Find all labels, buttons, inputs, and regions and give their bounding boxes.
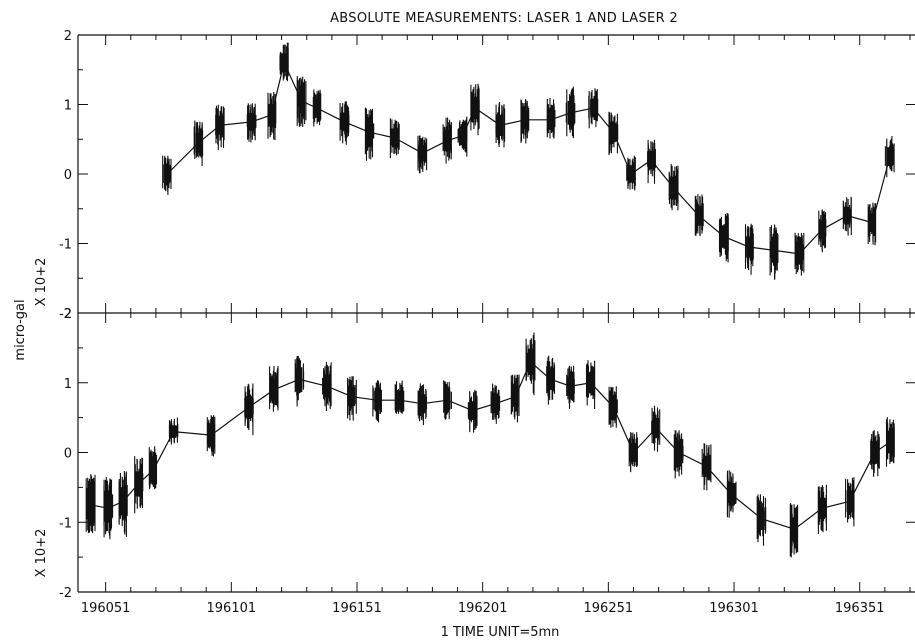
- data-point: [746, 236, 753, 258]
- data-point: [271, 378, 278, 401]
- x-tick-label: 196051: [81, 601, 131, 616]
- data-point: [567, 100, 574, 125]
- chart-title: ABSOLUTE MEASUREMENTS: LASER 1 AND LASER…: [330, 11, 678, 26]
- data-point: [444, 130, 451, 152]
- data-point: [281, 53, 288, 73]
- data-point: [630, 443, 637, 462]
- data-point: [472, 96, 479, 120]
- data-point: [522, 110, 529, 130]
- data-point: [217, 115, 224, 135]
- data-point: [396, 390, 403, 410]
- x-axis-label: 1 TIME UNIT=5mn: [441, 625, 560, 640]
- y-tick-label: -2: [59, 586, 72, 601]
- data-point: [819, 220, 825, 239]
- x-tick-label: 196251: [584, 601, 634, 616]
- data-point: [195, 132, 202, 153]
- data-point: [871, 441, 878, 464]
- x-tick-label: 196201: [458, 601, 508, 616]
- data-point: [590, 98, 597, 118]
- data-point: [135, 471, 142, 497]
- data-point: [886, 430, 893, 454]
- data-point: [791, 517, 798, 542]
- data-point: [653, 418, 660, 439]
- x-tick-label: 196301: [709, 601, 759, 616]
- data-point: [720, 225, 727, 248]
- data-point: [886, 147, 893, 167]
- data-point: [313, 98, 320, 118]
- data-point: [419, 145, 426, 162]
- y-tick-label: 1: [64, 377, 72, 392]
- data-point: [728, 483, 735, 506]
- data-point: [87, 487, 94, 523]
- data-point: [348, 387, 355, 407]
- data-point: [459, 126, 466, 146]
- data-point: [150, 458, 157, 481]
- panel-2: 2 1 0 -1 -2: [59, 307, 915, 601]
- y-tick-label: 2: [64, 307, 72, 322]
- data-point: [547, 109, 554, 130]
- data-point: [527, 348, 534, 376]
- panel-1: 2 1 0 -1 -2: [59, 29, 915, 322]
- data-point: [298, 89, 305, 113]
- data-point: [120, 487, 127, 516]
- data-point: [703, 455, 710, 478]
- data-point: [170, 425, 177, 438]
- data-point: [758, 507, 765, 531]
- y-tick-label: 0: [64, 447, 72, 462]
- data-point: [627, 165, 634, 183]
- data-point: [670, 176, 677, 200]
- data-point: [610, 122, 617, 142]
- data-point: [296, 367, 303, 391]
- data-point: [444, 390, 451, 410]
- data-point: [469, 401, 476, 421]
- data-point: [391, 128, 398, 148]
- data-point: [610, 397, 617, 417]
- data-point: [208, 425, 215, 445]
- data-point: [512, 386, 519, 407]
- data-point: [419, 394, 426, 414]
- data-point: [248, 113, 255, 131]
- data-point: [844, 206, 851, 225]
- data-point: [675, 442, 682, 463]
- data-point: [771, 238, 778, 263]
- y-tick-label: 1: [64, 99, 72, 114]
- data-point: [374, 390, 381, 410]
- data-point: [366, 121, 373, 144]
- y-tick-label: -1: [59, 516, 72, 531]
- data-point: [869, 213, 876, 233]
- y-tick-label: -2: [59, 307, 72, 322]
- data-point: [164, 165, 171, 183]
- data-point: [268, 104, 275, 126]
- y-tick-label: 2: [64, 29, 72, 44]
- bottom-panel-scale-label: X 10+2: [34, 529, 49, 578]
- data-point: [245, 396, 252, 419]
- series-line: [166, 60, 891, 255]
- data-point: [567, 376, 574, 396]
- y-axis-label: micro-gal: [13, 299, 28, 360]
- top-panel-scale-label: X 10+2: [34, 258, 49, 307]
- data-point: [846, 490, 853, 513]
- x-tick-label: 196351: [835, 601, 885, 616]
- data-point: [323, 375, 330, 398]
- data-point: [648, 150, 655, 170]
- data-point: [492, 394, 499, 414]
- data-point: [796, 243, 803, 264]
- data-point: [105, 494, 112, 523]
- x-tick-label: 196151: [332, 601, 382, 616]
- y-tick-label: -1: [59, 238, 72, 253]
- data-point: [695, 205, 702, 226]
- x-tick-label: 196101: [207, 601, 257, 616]
- y-tick-label: 0: [64, 168, 72, 183]
- data-point: [497, 114, 504, 136]
- data-point: [547, 368, 554, 390]
- data-point: [341, 112, 348, 132]
- data-point: [819, 497, 825, 519]
- data-point: [587, 372, 594, 394]
